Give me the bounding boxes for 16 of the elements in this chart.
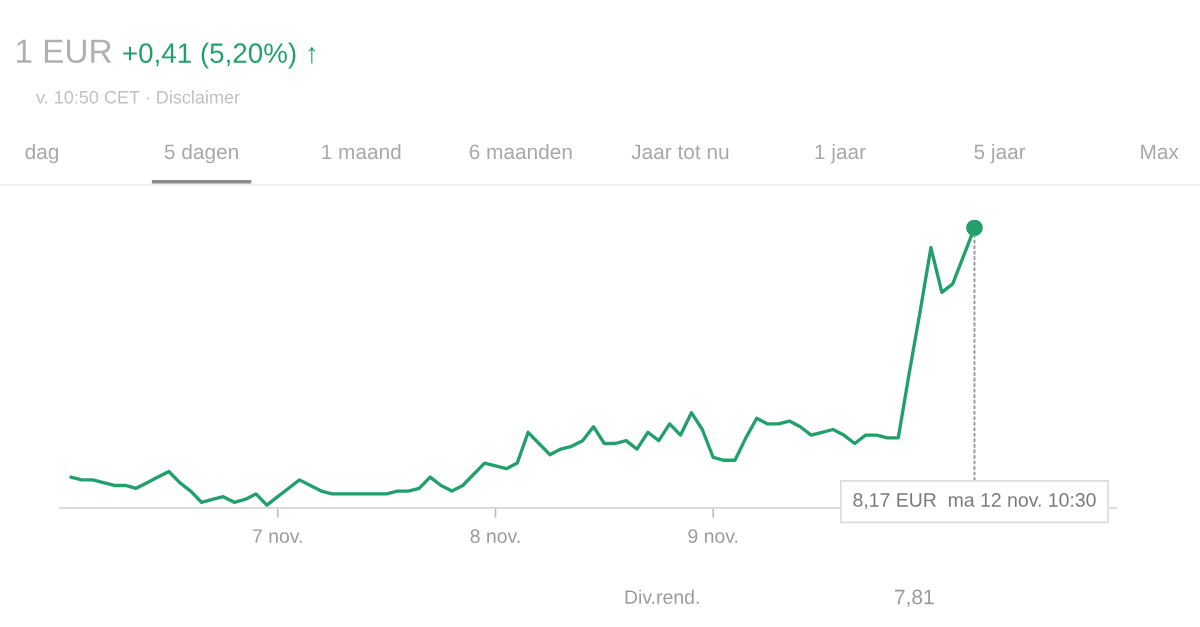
chart-title: 1 EUR +0,41 (5,20%) ↑: [16, 39, 316, 69]
x-tick-label: 9 nov.: [688, 529, 738, 543]
text: Jaar tot nu: [631, 144, 729, 160]
x-tick-label: 8 nov.: [470, 529, 520, 543]
text: dag: [25, 143, 59, 164]
text: 1 maand: [322, 143, 401, 160]
annotation: 8,17 EUR ma 12 nov. 10:30: [853, 493, 1096, 510]
text: 5 dagen: [164, 143, 238, 164]
text: 7,81: [895, 589, 934, 607]
x-tick-label: 7 nov.: [252, 529, 302, 543]
text: Div.rend.: [625, 589, 699, 604]
text: 1 jaar: [815, 143, 866, 164]
text: 5 jaar: [974, 143, 1026, 164]
text: 6 maanden: [469, 143, 572, 160]
chart-subtitle: v. 10:50 CET · Disclaimer: [36, 90, 240, 104]
text: Max: [1141, 144, 1179, 160]
